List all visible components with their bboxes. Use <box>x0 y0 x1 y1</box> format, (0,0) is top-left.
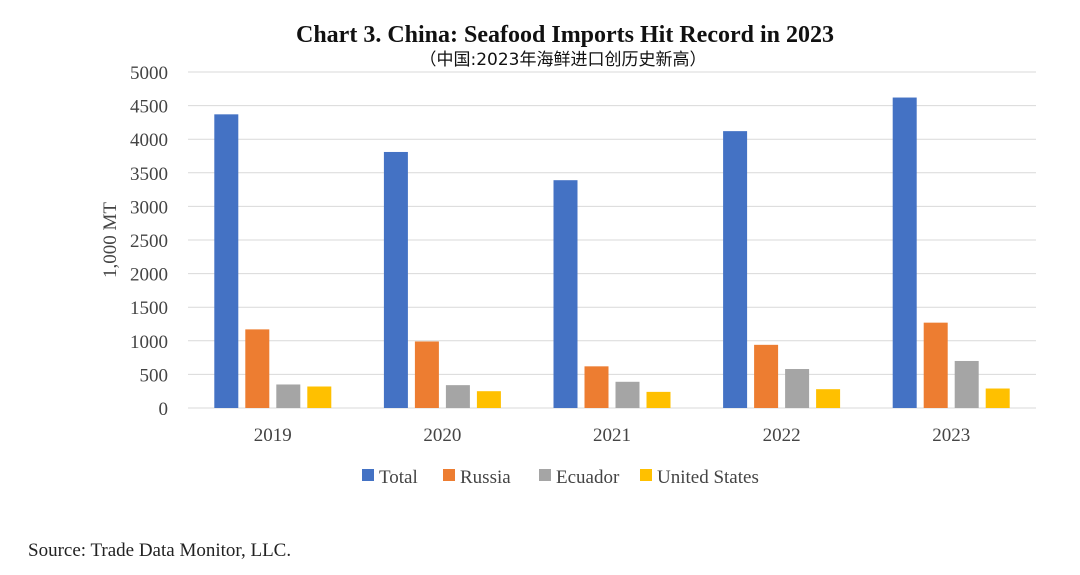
bar-total-2021 <box>553 180 578 408</box>
legend-swatch-total <box>362 469 374 481</box>
bar-united-states-2022 <box>816 389 841 408</box>
y-tick-label: 0 <box>159 399 169 420</box>
legend-swatch-russia <box>443 469 455 481</box>
y-axis-ticks: 0 500 1000 1500 2000 2500 3000 3500 4000 4500 5000 <box>130 63 168 420</box>
y-tick-label: 4500 <box>130 97 168 118</box>
bar-russia-2021 <box>584 366 609 408</box>
y-tick-label: 5000 <box>130 63 168 84</box>
bar-ecuador-2023 <box>954 360 979 408</box>
y-tick-label: 2500 <box>130 231 168 252</box>
bar-ecuador-2020 <box>445 385 470 408</box>
legend-label-russia: Russia <box>460 467 511 488</box>
legend: Total Russia Ecuador United States <box>362 467 759 488</box>
y-tick-label: 3000 <box>130 197 168 218</box>
chart-subtitle: （中国:2023年海鲜进口创历史新高） <box>420 50 707 70</box>
y-tick-label: 1500 <box>130 298 168 319</box>
y-axis-label: 1,000 MT <box>100 202 121 278</box>
x-category-label: 2021 <box>593 425 631 446</box>
legend-swatch-ecuador <box>539 469 551 481</box>
bar-ecuador-2019 <box>276 384 301 408</box>
y-tick-label: 4000 <box>130 130 168 151</box>
bars <box>214 97 1010 409</box>
legend-label-ecuador: Ecuador <box>556 467 620 488</box>
legend-label-total: Total <box>379 467 418 488</box>
x-category-label: 2019 <box>254 425 292 446</box>
bar-total-2023 <box>892 97 917 408</box>
x-axis-categories: 2019 2020 2021 2022 2023 <box>254 425 970 446</box>
x-category-label: 2023 <box>932 425 970 446</box>
source-note: Source: Trade Data Monitor, LLC. <box>28 540 291 561</box>
y-tick-label: 1000 <box>130 332 168 353</box>
bar-total-2020 <box>383 151 408 408</box>
bar-russia-2022 <box>754 344 779 408</box>
bar-united-states-2020 <box>476 391 501 408</box>
bar-ecuador-2022 <box>785 369 810 408</box>
bar-united-states-2023 <box>985 388 1010 408</box>
bar-russia-2019 <box>245 329 270 408</box>
y-tick-label: 3500 <box>130 164 168 185</box>
y-tick-label: 500 <box>140 365 169 386</box>
legend-label-united-states: United States <box>657 467 759 488</box>
bar-united-states-2019 <box>307 386 332 408</box>
bar-total-2022 <box>723 131 748 409</box>
bar-united-states-2021 <box>646 391 671 408</box>
bar-russia-2023 <box>923 322 948 408</box>
bar-russia-2020 <box>414 341 439 408</box>
x-category-label: 2020 <box>423 425 461 446</box>
legend-swatch-united-states <box>640 469 652 481</box>
bar-ecuador-2021 <box>615 381 640 408</box>
x-category-label: 2022 <box>763 425 801 446</box>
bar-total-2019 <box>214 114 239 408</box>
chart-title: Chart 3. China: Seafood Imports Hit Reco… <box>296 22 834 48</box>
y-tick-label: 2000 <box>130 265 168 286</box>
